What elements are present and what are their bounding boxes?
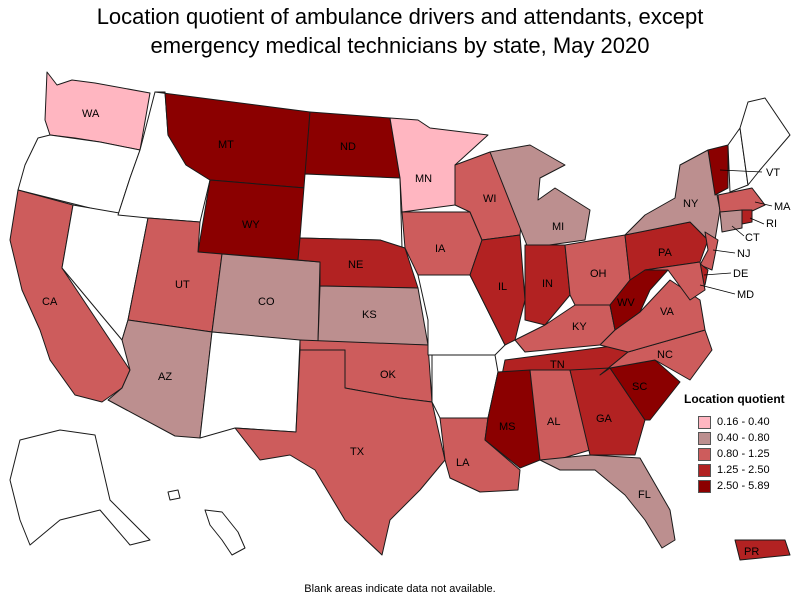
label-ne: NE — [348, 259, 363, 271]
label-wv: WV — [617, 297, 635, 309]
state-ct[interactable] — [719, 209, 743, 233]
state-fl[interactable] — [539, 454, 676, 549]
label-pa: PA — [658, 247, 673, 259]
leader-ct — [731, 225, 745, 237]
label-ma: MA — [774, 201, 791, 213]
legend-item: 1.25 - 2.50 — [684, 462, 800, 478]
legend-label: 0.80 - 1.25 — [717, 448, 770, 460]
state-in[interactable] — [524, 244, 571, 326]
legend-item: 2.50 - 5.89 — [684, 478, 800, 494]
state-mi[interactable] — [489, 144, 591, 249]
label-al: AL — [547, 416, 560, 428]
label-mi: MI — [552, 221, 564, 233]
legend-label: 1.25 - 2.50 — [717, 464, 770, 476]
label-co: CO — [258, 296, 275, 308]
label-vt: VT — [766, 167, 780, 179]
label-md: MD — [737, 289, 754, 301]
label-ia: IA — [435, 243, 446, 255]
leader-ma — [754, 201, 773, 207]
legend-label: 0.40 - 0.80 — [717, 432, 770, 444]
legend: Location quotient 0.16 - 0.40 0.40 - 0.8… — [684, 392, 800, 494]
legend-swatch — [698, 479, 711, 493]
legend-item: 0.16 - 0.40 — [684, 414, 800, 430]
label-nd: ND — [340, 141, 356, 153]
legend-item: 0.40 - 0.80 — [684, 430, 800, 446]
state-me[interactable] — [739, 97, 791, 186]
label-de: DE — [733, 268, 748, 280]
leader-nj — [712, 249, 736, 254]
label-in: IN — [542, 278, 553, 290]
label-ga: GA — [596, 413, 613, 425]
state-ma[interactable] — [717, 187, 766, 213]
label-il: IL — [498, 281, 507, 293]
label-wa: WA — [82, 108, 100, 120]
state-hi-islands[interactable] — [204, 509, 246, 556]
label-tx: TX — [350, 446, 365, 458]
legend-swatch — [698, 431, 711, 445]
label-ky: KY — [572, 321, 587, 333]
label-va: VA — [660, 306, 675, 318]
label-ct: CT — [745, 232, 760, 244]
leader-md — [699, 284, 736, 295]
label-pr: PR — [744, 546, 759, 558]
leader-ri — [749, 217, 765, 225]
label-ca: CA — [42, 296, 58, 308]
label-mn: MN — [415, 173, 432, 185]
legend-label: 0.16 - 0.40 — [717, 416, 770, 428]
leader-de — [703, 272, 732, 276]
legend-swatch — [698, 415, 711, 429]
label-leader-lines — [699, 169, 773, 295]
footnote: Blank areas indicate data not available. — [304, 583, 496, 595]
label-oh: OH — [590, 268, 607, 280]
label-fl: FL — [638, 489, 651, 501]
label-nc: NC — [657, 349, 673, 361]
legend-swatch — [698, 447, 711, 461]
state-tx[interactable] — [234, 349, 446, 556]
label-sc: SC — [632, 381, 647, 393]
label-ny: NY — [683, 198, 699, 210]
label-ok: OK — [380, 369, 397, 381]
label-wy: WY — [242, 219, 260, 231]
state-hi[interactable] — [167, 489, 181, 501]
label-la: LA — [456, 457, 470, 469]
legend-item: 0.80 - 1.25 — [684, 446, 800, 462]
state-ak[interactable] — [9, 429, 151, 546]
label-mt: MT — [218, 139, 234, 151]
state-ar[interactable] — [431, 354, 499, 419]
label-ut: UT — [175, 279, 190, 291]
legend-swatch — [698, 463, 711, 477]
title-line-2: emergency medical technicians by state, … — [150, 33, 650, 58]
title-line-1: Location quotient of ambulance drivers a… — [96, 4, 704, 29]
state-ri[interactable] — [741, 209, 753, 225]
label-ms: MS — [499, 421, 516, 433]
state-ga[interactable] — [569, 367, 646, 456]
state-vt[interactable] — [707, 144, 729, 196]
state-nj[interactable] — [699, 231, 719, 271]
state-nm[interactable] — [199, 331, 301, 439]
state-pr[interactable] — [734, 539, 791, 561]
legend-label: 2.50 - 5.89 — [717, 480, 770, 492]
label-ri: RI — [766, 218, 777, 230]
state-sd[interactable] — [299, 173, 403, 249]
label-az: AZ — [158, 371, 172, 383]
map-title: Location quotient of ambulance drivers a… — [0, 2, 800, 60]
label-nj: NJ — [737, 248, 750, 260]
label-tn: TN — [550, 359, 565, 371]
legend-title: Location quotient — [684, 392, 785, 406]
leader-vt — [719, 169, 763, 173]
label-wi: WI — [483, 193, 496, 205]
label-ks: KS — [362, 309, 377, 321]
state-md[interactable] — [644, 261, 706, 301]
